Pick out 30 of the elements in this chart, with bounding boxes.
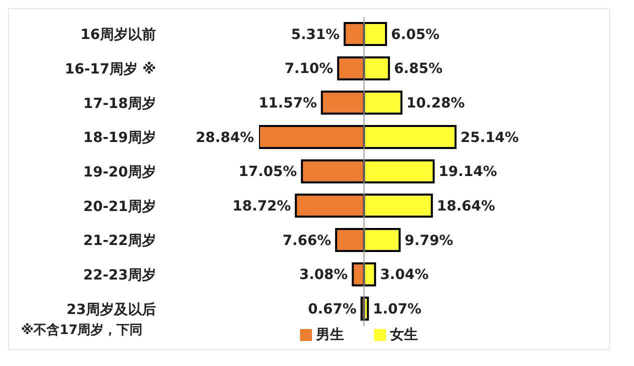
legend-label: 女生 xyxy=(390,327,418,343)
y-tick-label: 17-18周岁 xyxy=(83,96,156,112)
y-tick-label: 23周岁及以后 xyxy=(66,300,156,318)
data-label: 6.85% xyxy=(394,61,443,78)
y-tick-label: 16-17周岁 ※ xyxy=(64,61,156,78)
data-label: 5.31% xyxy=(291,26,340,43)
data-label: 11.57% xyxy=(258,96,317,112)
data-label: 18.72% xyxy=(232,198,291,215)
y-tick-label: 18-19周岁 xyxy=(83,130,156,146)
data-label: 6.05% xyxy=(391,26,440,43)
data-label: 3.08% xyxy=(299,267,348,284)
legend-label: 男生 xyxy=(316,327,344,343)
data-label: 19.14% xyxy=(438,164,497,180)
text: ※不含17周岁，下同 xyxy=(21,322,143,339)
data-label: 9.79% xyxy=(404,232,454,249)
data-label: 18.64% xyxy=(436,198,496,215)
y-tick-label: 16周岁以前 xyxy=(80,27,156,44)
y-tick-label: 19-20周岁 xyxy=(83,164,156,180)
data-label: 7.66% xyxy=(282,232,332,249)
data-label: 7.10% xyxy=(284,61,334,78)
y-tick-label: 20-21周岁 xyxy=(83,198,156,215)
data-label: 1.07% xyxy=(372,302,422,318)
y-tick-label: 21-22周岁 xyxy=(83,233,156,250)
data-label: 28.84% xyxy=(196,130,254,146)
y-tick-label: 22-23周岁 xyxy=(83,267,156,284)
data-label: 3.04% xyxy=(380,267,429,284)
data-label: 25.14% xyxy=(460,130,519,146)
data-label: 10.28% xyxy=(406,96,465,112)
data-label: 17.05% xyxy=(238,164,297,180)
data-label: 0.67% xyxy=(308,302,357,318)
